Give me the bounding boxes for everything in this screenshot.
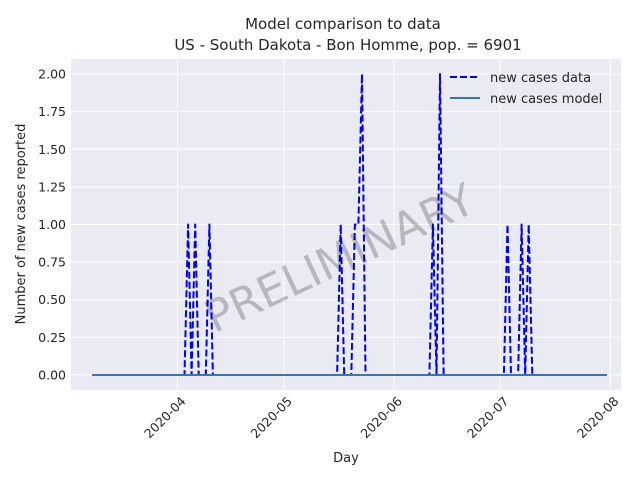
y-tick-labels: 0.00 0.25 0.50 0.75 1.00 1.25 1.50 1.75 2.00 bbox=[38, 67, 66, 383]
x-axis-label: Day bbox=[333, 451, 359, 466]
x-tick-labels: 2020-04 2020-05 2020-06 2020-07 2020-08 bbox=[141, 393, 621, 441]
chart-title-line1: Model comparison to data bbox=[245, 15, 441, 33]
y-tick-label: 0.00 bbox=[38, 367, 66, 382]
legend-label-model: new cases model bbox=[490, 92, 602, 107]
legend-label-data: new cases data bbox=[490, 71, 591, 86]
y-tick-label: 0.75 bbox=[38, 255, 66, 270]
y-tick-label: 1.50 bbox=[38, 142, 66, 157]
series-layer bbox=[92, 73, 607, 376]
x-tick-label: 2020-04 bbox=[141, 393, 189, 441]
grid-lines bbox=[71, 59, 621, 390]
y-axis-label: Number of new cases reported bbox=[14, 124, 29, 325]
y-tick-label: 0.25 bbox=[38, 330, 66, 345]
chart-title-line2: US - South Dakota - Bon Homme, pop. = 69… bbox=[174, 36, 521, 54]
y-tick-label: 1.00 bbox=[38, 217, 66, 232]
x-tick-label: 2020-08 bbox=[574, 393, 622, 441]
y-tick-label: 1.75 bbox=[38, 104, 66, 119]
legend: new cases data new cases model bbox=[450, 71, 602, 107]
x-tick-label: 2020-06 bbox=[357, 393, 405, 441]
y-tick-label: 2.00 bbox=[38, 67, 66, 82]
y-tick-label: 1.25 bbox=[38, 179, 66, 194]
y-tick-label: 0.50 bbox=[38, 292, 66, 307]
x-tick-label: 2020-07 bbox=[464, 394, 512, 442]
x-tick-label: 2020-05 bbox=[247, 394, 295, 442]
